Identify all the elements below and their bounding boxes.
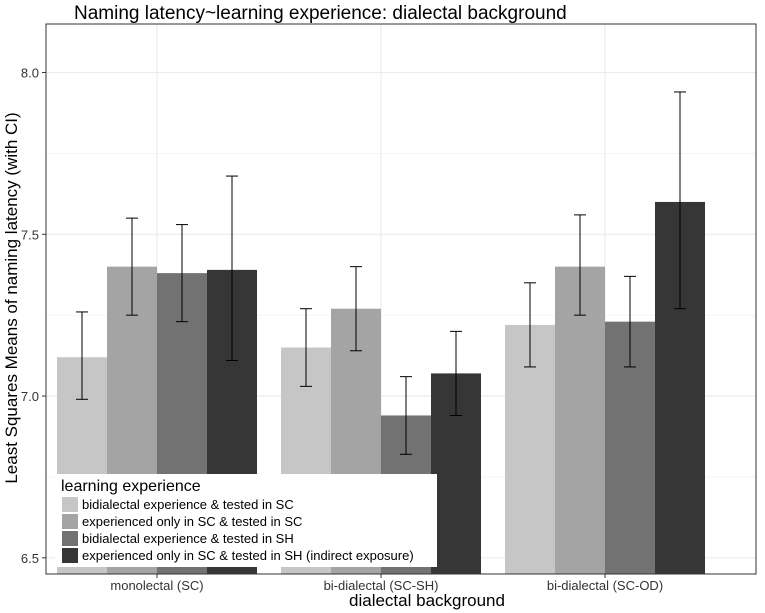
- legend-title: learning experience: [61, 478, 201, 495]
- y-tick-label: 7.0: [21, 389, 39, 404]
- x-axis-title: dialectal background: [349, 591, 505, 610]
- legend-swatch: [62, 497, 78, 512]
- legend-label: experienced only in SC & tested in SC: [82, 514, 302, 529]
- legend-label: bidialectal experience & tested in SC: [82, 497, 294, 512]
- x-tick-label: monolectal (SC): [110, 578, 203, 593]
- legend-label: experienced only in SC & tested in SH (i…: [82, 548, 414, 563]
- x-tick-label: bi-dialectal (SC-OD): [547, 578, 663, 593]
- legend: learning experience bidialectal experien…: [55, 474, 437, 567]
- y-tick-label: 8.0: [21, 66, 39, 81]
- x-tick-label: bi-dialectal (SC-SH): [324, 578, 439, 593]
- error-bars: [76, 91, 686, 455]
- legend-swatch: [62, 548, 78, 563]
- legend-background: [55, 474, 437, 567]
- plot-panel-border: [45, 23, 757, 575]
- y-tick-label: 7.5: [21, 227, 39, 242]
- legend-swatch: [62, 514, 78, 529]
- y-axis-title: Least Squares Means of naming latency (w…: [2, 112, 21, 483]
- legend-label: bidialectal experience & tested in SH: [82, 531, 294, 546]
- y-axis: 6.5 7.0 7.5 8.0: [21, 66, 46, 566]
- legend-swatch: [62, 531, 78, 546]
- y-tick-label: 6.5: [21, 551, 39, 566]
- chart-title: Naming latency~learning experience: dial…: [74, 3, 567, 24]
- x-axis: monolectal (SC) bi-dialectal (SC-SH) bi-di…: [110, 574, 663, 593]
- bar: [555, 266, 605, 574]
